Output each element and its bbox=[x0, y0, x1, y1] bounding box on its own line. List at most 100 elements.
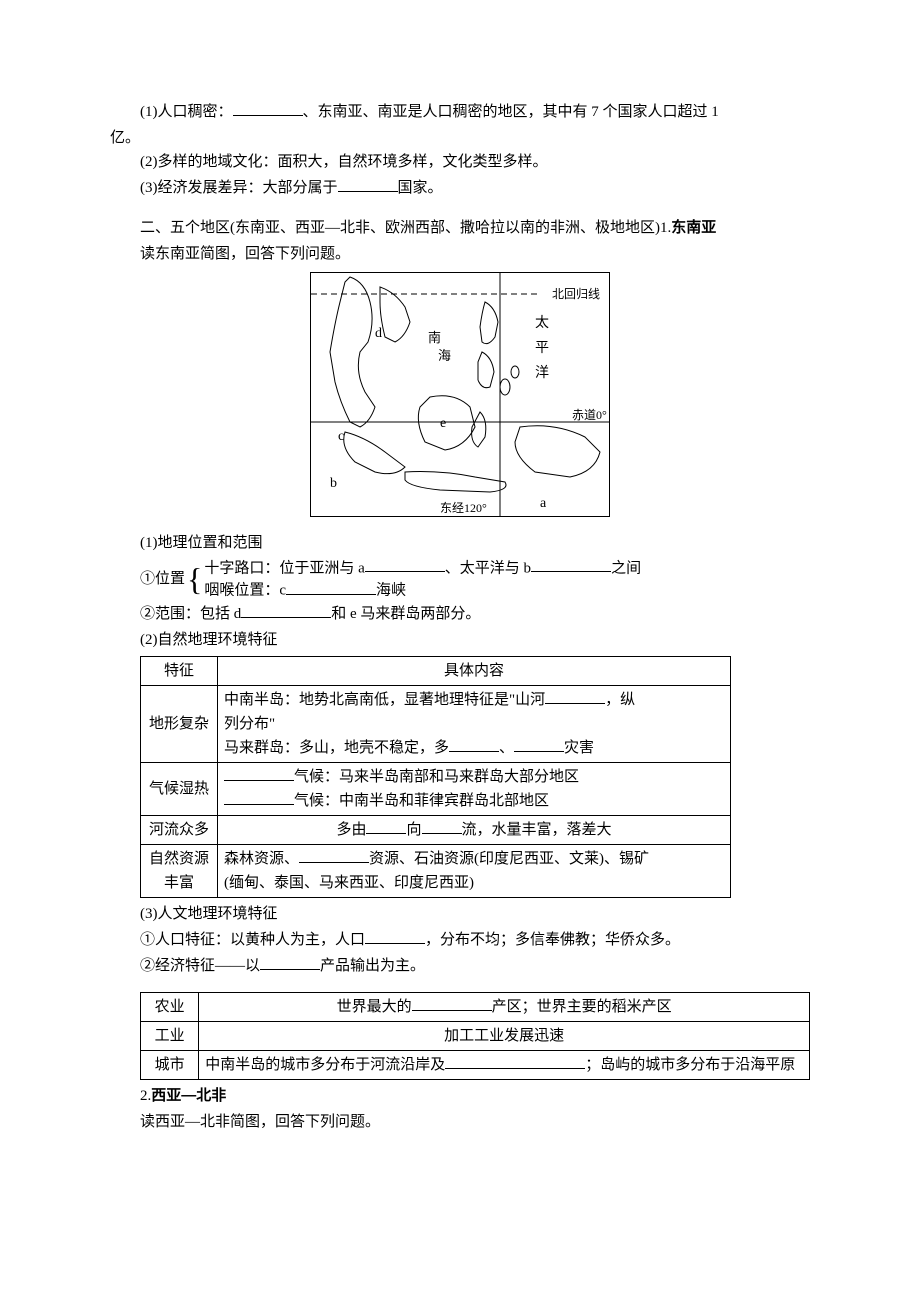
position-brace: ①位置 { 十字路口：位于亚洲与 a、太平洋与 b之间 咽喉位置：c海峡 bbox=[140, 557, 810, 602]
r1b: ，纵 bbox=[605, 692, 635, 708]
brace-content: 十字路口：位于亚洲与 a、太平洋与 b之间 咽喉位置：c海峡 bbox=[204, 557, 641, 602]
spacer bbox=[110, 980, 810, 988]
southeast-asia-map: 北回归线 赤道0° 东经120° 太 平 洋 南 海 d c e b a bbox=[110, 272, 810, 525]
p3-text-b: 国家。 bbox=[398, 180, 443, 196]
r1e: 、 bbox=[499, 740, 514, 756]
footer-bold: 西亚—北非 bbox=[151, 1087, 226, 1104]
r4b: 资源、石油资源(印度尼西亚、文莱)、锡矿 bbox=[369, 851, 649, 867]
blank bbox=[412, 995, 492, 1010]
table-row: 气候湿热 气候：马来半岛南部和马来群岛大部分地区 气候：中南半岛和菲律宾群岛北部… bbox=[141, 762, 731, 815]
range-b: 和 e 马来群岛两部分。 bbox=[331, 606, 480, 622]
footer-read: 读西亚—北非简图，回答下列问题。 bbox=[140, 1110, 810, 1134]
pop-line: ①人口特征：以黄种人为主，人口 ，分布不均；多信奉佛教；华侨众多。 bbox=[140, 928, 810, 952]
tropic-label: 北回归线 bbox=[552, 287, 600, 301]
blank bbox=[514, 736, 564, 751]
r1a: 中南半岛：地势北高南低，显著地理特征是"山河 bbox=[224, 692, 545, 708]
range-line: ②范围：包括 d 和 e 马来群岛两部分。 bbox=[140, 602, 810, 626]
blank bbox=[224, 789, 294, 804]
pop-b: ，分布不均；多信奉佛教；华侨众多。 bbox=[425, 932, 680, 948]
r1c2: 中南半岛：地势北高南低，显著地理特征是"山河 ，纵 列分布" 马来群岛：多山，地壳… bbox=[218, 685, 731, 762]
paragraph-2: (2)多样的地域文化：面积大，自然环境多样，文化类型多样。 bbox=[110, 150, 810, 174]
bt-c: 之间 bbox=[611, 560, 641, 576]
p1-text-a: (1)人口稠密： bbox=[140, 104, 233, 120]
spacer bbox=[110, 202, 810, 216]
left-brace-icon: { bbox=[187, 563, 202, 595]
r1d: 马来群岛：多山，地壳不稳定，多 bbox=[224, 740, 449, 756]
pop-a: ①人口特征：以黄种人为主，人口 bbox=[140, 932, 365, 948]
p3-text-a: (3)经济发展差异：大部分属于 bbox=[140, 180, 338, 196]
r4c2: 森林资源、资源、石油资源(印度尼西亚、文莱)、锡矿 (缅甸、泰国、马来西亚、印度… bbox=[218, 844, 731, 897]
blank bbox=[233, 101, 303, 116]
blank bbox=[365, 928, 425, 943]
paragraph-3: (3)经济发展差异：大部分属于 国家。 bbox=[110, 176, 810, 200]
intro-a: 二、五个地区(东南亚、西亚—北非、欧洲西部、撒哈拉以南的非洲、极地地区)1. bbox=[140, 220, 671, 236]
southsea-1: 南 bbox=[428, 330, 441, 345]
r3c1: 河流众多 bbox=[141, 815, 218, 844]
blank bbox=[366, 818, 406, 833]
blank bbox=[260, 954, 320, 969]
table-row: 城市 中南半岛的城市多分布于河流沿岸及 ；岛屿的城市多分布于沿海平原 bbox=[141, 1050, 810, 1079]
map-a: a bbox=[540, 496, 547, 511]
table-row: 自然资源丰富 森林资源、资源、石油资源(印度尼西亚、文莱)、锡矿 (缅甸、泰国、… bbox=[141, 844, 731, 897]
footer-num: 2. bbox=[140, 1088, 151, 1104]
t2r3b: ；岛屿的城市多分布于沿海平原 bbox=[585, 1057, 795, 1073]
r3a: 多由 bbox=[336, 822, 366, 838]
th-1: 特征 bbox=[141, 656, 218, 685]
econ-line: ②经济特征——以 产品输出为主。 bbox=[140, 954, 810, 978]
blank bbox=[449, 736, 499, 751]
pacific-3: 洋 bbox=[535, 365, 549, 381]
blank bbox=[545, 688, 605, 703]
map-c: c bbox=[338, 429, 344, 444]
t2r3c1: 城市 bbox=[141, 1050, 199, 1079]
q3-title-text: (3)人文地理环境特征 bbox=[140, 906, 278, 922]
table-row: 地形复杂 中南半岛：地势北高南低，显著地理特征是"山河 ，纵 列分布" 马来群岛：… bbox=[141, 685, 731, 762]
map-b: b bbox=[330, 476, 337, 491]
section2-intro: 二、五个地区(东南亚、西亚—北非、欧洲西部、撒哈拉以南的非洲、极地地区)1.东南… bbox=[110, 216, 810, 240]
blank bbox=[531, 557, 611, 572]
p2-text: (2)多样的地域文化：面积大，自然环境多样，文化类型多样。 bbox=[140, 154, 548, 170]
footer-title: 2.西亚—北非 bbox=[110, 1084, 810, 1108]
pacific-1: 太 bbox=[535, 315, 549, 331]
t2r1a: 世界最大的 bbox=[337, 999, 412, 1015]
brace-line-1: 十字路口：位于亚洲与 a、太平洋与 b之间 bbox=[204, 557, 641, 579]
read-prompt: 读东南亚简图，回答下列问题。 bbox=[140, 242, 810, 266]
intro-b: 东南亚 bbox=[671, 219, 716, 236]
equator-label: 赤道0° bbox=[572, 408, 607, 422]
t2r2c2: 加工工业发展迅速 bbox=[199, 1021, 810, 1050]
q3-title: (3)人文地理环境特征 bbox=[140, 902, 810, 926]
paragraph-1-cont: 亿。 bbox=[110, 126, 810, 150]
t2r3c2: 中南半岛的城市多分布于河流沿岸及 ；岛屿的城市多分布于沿海平原 bbox=[199, 1050, 810, 1079]
econ-b: 产品输出为主。 bbox=[320, 958, 425, 974]
brace-line-2: 咽喉位置：c海峡 bbox=[204, 579, 641, 601]
r4a: 森林资源、 bbox=[224, 851, 299, 867]
blank bbox=[299, 847, 369, 862]
table-row: 特征 具体内容 bbox=[141, 656, 731, 685]
blank bbox=[224, 765, 294, 780]
map-e: e bbox=[440, 416, 446, 431]
r1c1: 地形复杂 bbox=[141, 685, 218, 762]
blank bbox=[422, 818, 462, 833]
p1-text-c: 亿。 bbox=[110, 130, 140, 146]
blank bbox=[338, 177, 398, 192]
bb-b: 海峡 bbox=[376, 583, 406, 599]
bt-b: 、太平洋与 b bbox=[445, 560, 531, 576]
q1-title-text: (1)地理位置和范围 bbox=[140, 535, 263, 551]
map-d: d bbox=[375, 326, 382, 341]
r2b: 气候：中南半岛和菲律宾群岛北部地区 bbox=[294, 793, 549, 809]
r2a: 气候：马来半岛南部和马来群岛大部分地区 bbox=[294, 769, 579, 785]
r1c: 列分布" bbox=[224, 716, 275, 732]
read-text: 读东南亚简图，回答下列问题。 bbox=[140, 246, 350, 262]
table-row: 工业 加工工业发展迅速 bbox=[141, 1021, 810, 1050]
t2r3a: 中南半岛的城市多分布于河流沿岸及 bbox=[205, 1057, 445, 1073]
th-2: 具体内容 bbox=[218, 656, 731, 685]
econ-a: ②经济特征——以 bbox=[140, 958, 260, 974]
range-a: ②范围：包括 d bbox=[140, 606, 241, 622]
economy-table: 农业 世界最大的产区；世界主要的稻米产区 工业 加工工业发展迅速 城市 中南半岛… bbox=[140, 992, 810, 1080]
r2c2: 气候：马来半岛南部和马来群岛大部分地区 气候：中南半岛和菲律宾群岛北部地区 bbox=[218, 762, 731, 815]
r4c1: 自然资源丰富 bbox=[141, 844, 218, 897]
t2r1b: 产区；世界主要的稻米产区 bbox=[492, 999, 672, 1015]
table-row: 农业 世界最大的产区；世界主要的稻米产区 bbox=[141, 992, 810, 1021]
paragraph-1: (1)人口稠密：、东南亚、南亚是人口稠密的地区，其中有 7 个国家人口超过 1 bbox=[110, 100, 810, 124]
t2r2c1: 工业 bbox=[141, 1021, 199, 1050]
nature-features-table: 特征 具体内容 地形复杂 中南半岛：地势北高南低，显著地理特征是"山河 ，纵 列分… bbox=[140, 656, 731, 898]
